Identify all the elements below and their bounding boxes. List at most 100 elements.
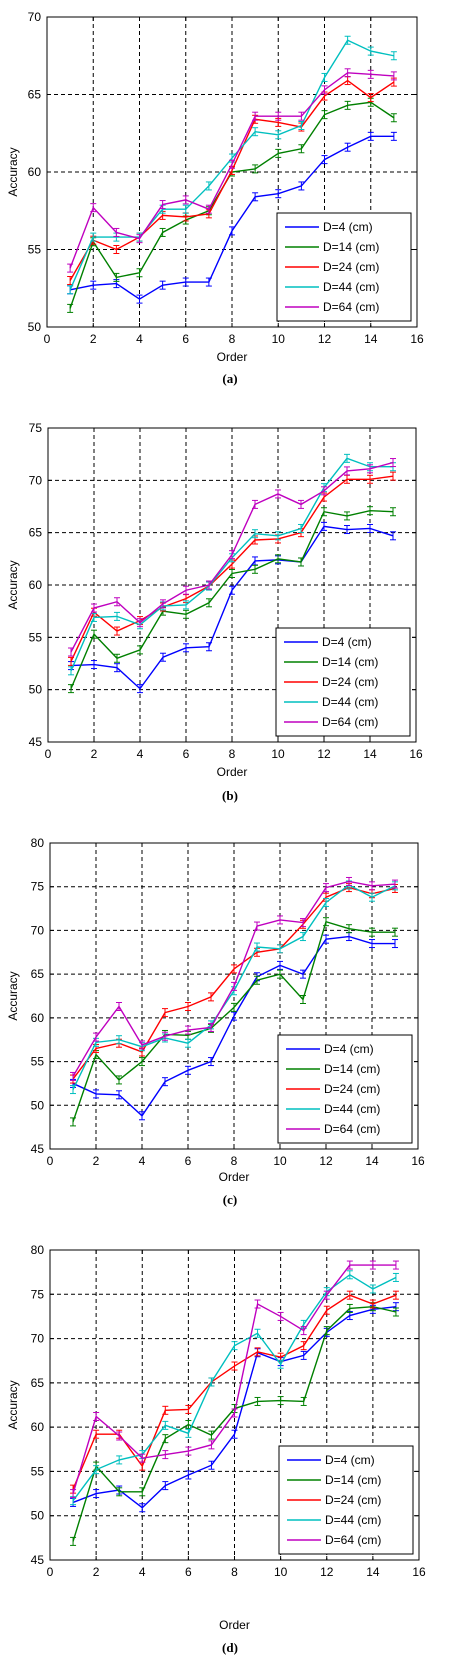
data-point bbox=[252, 164, 259, 174]
data-point bbox=[392, 1272, 399, 1282]
data-point bbox=[162, 1434, 169, 1444]
x-tick-label: 8 bbox=[231, 1154, 238, 1168]
data-point bbox=[185, 1470, 192, 1480]
data-point bbox=[208, 1430, 215, 1440]
data-point bbox=[206, 598, 212, 608]
y-tick-label: 45 bbox=[31, 1553, 45, 1567]
x-tick-label: 12 bbox=[320, 1565, 334, 1579]
data-point bbox=[116, 1431, 123, 1441]
data-point bbox=[254, 921, 260, 931]
chart-1: 0 2 4 6 8 10 12 14 16 45 50 55 60 65 70 75 Order Accuracy… bbox=[6, 421, 423, 803]
x-axis-label: Order bbox=[219, 1618, 250, 1632]
legend-entry: D=4 (cm) bbox=[324, 1042, 374, 1056]
data-point bbox=[300, 969, 306, 979]
data-point bbox=[93, 1489, 100, 1499]
x-tick-label: 0 bbox=[47, 1154, 54, 1168]
data-point bbox=[252, 111, 259, 121]
data-point bbox=[91, 612, 97, 622]
data-point bbox=[392, 927, 398, 937]
x-axis-label: Order bbox=[217, 350, 248, 364]
y-tick-label: 55 bbox=[28, 243, 42, 257]
legend-entry: D=64 (cm) bbox=[322, 715, 378, 729]
data-point bbox=[162, 1077, 168, 1087]
data-point bbox=[344, 525, 350, 535]
legend-entry: D=4 (cm) bbox=[325, 1453, 375, 1467]
chart-caption: (d) bbox=[222, 1640, 238, 1655]
chart-caption: (c) bbox=[223, 1192, 237, 1207]
data-point bbox=[70, 1489, 77, 1499]
data-point bbox=[369, 1260, 376, 1270]
data-point bbox=[93, 1465, 100, 1475]
x-tick-label: 2 bbox=[93, 1565, 100, 1579]
data-point bbox=[344, 511, 350, 521]
data-point bbox=[137, 618, 143, 628]
data-point bbox=[67, 285, 74, 295]
data-point bbox=[367, 69, 374, 79]
data-point bbox=[300, 1396, 307, 1406]
data-point bbox=[344, 100, 351, 110]
data-point bbox=[254, 1347, 261, 1357]
data-point bbox=[208, 992, 214, 1002]
y-tick-label: 50 bbox=[29, 683, 43, 697]
y-tick-label: 75 bbox=[29, 421, 43, 435]
data-point bbox=[229, 550, 235, 560]
data-point bbox=[231, 981, 237, 991]
data-point bbox=[113, 272, 120, 282]
legend-entry: D=24 (cm) bbox=[324, 1082, 380, 1096]
y-tick-label: 80 bbox=[31, 836, 45, 850]
data-point bbox=[367, 506, 373, 516]
data-point bbox=[277, 944, 283, 954]
data-point bbox=[277, 969, 283, 979]
data-point bbox=[346, 1290, 353, 1300]
data-point bbox=[390, 507, 396, 517]
data-point bbox=[392, 1260, 399, 1270]
y-tick-label: 55 bbox=[31, 1464, 45, 1478]
y-tick-label: 70 bbox=[29, 473, 43, 487]
data-point bbox=[70, 1085, 76, 1095]
x-tick-label: 14 bbox=[364, 332, 378, 346]
data-point bbox=[231, 1341, 238, 1351]
x-tick-label: 12 bbox=[318, 332, 332, 346]
data-point bbox=[367, 523, 373, 533]
data-point bbox=[390, 51, 397, 61]
data-point bbox=[231, 1361, 238, 1371]
data-point bbox=[367, 93, 374, 103]
data-point bbox=[252, 127, 259, 137]
data-point bbox=[90, 203, 97, 213]
data-point bbox=[344, 68, 351, 78]
x-tick-label: 10 bbox=[272, 332, 286, 346]
data-point bbox=[208, 1377, 215, 1387]
data-point bbox=[229, 568, 235, 578]
x-tick-label: 14 bbox=[366, 1565, 380, 1579]
data-point bbox=[229, 159, 235, 169]
chart-caption: (a) bbox=[222, 371, 237, 386]
data-point bbox=[298, 523, 304, 533]
x-tick-label: 16 bbox=[411, 1154, 425, 1168]
data-point bbox=[275, 189, 282, 199]
data-point bbox=[390, 71, 397, 81]
data-point bbox=[91, 629, 97, 639]
data-point bbox=[185, 1025, 191, 1035]
data-point bbox=[300, 918, 306, 928]
x-tick-label: 0 bbox=[44, 332, 51, 346]
data-point bbox=[252, 499, 258, 509]
x-axis-label: Order bbox=[217, 765, 248, 779]
data-point bbox=[277, 1311, 284, 1321]
data-point bbox=[323, 1290, 330, 1300]
data-point bbox=[159, 280, 166, 290]
y-axis-label: Accuracy bbox=[6, 147, 20, 196]
legend-entry: D=4 (cm) bbox=[323, 220, 373, 234]
data-point bbox=[208, 1440, 215, 1450]
data-point bbox=[300, 994, 306, 1004]
data-point bbox=[369, 939, 375, 949]
data-point bbox=[185, 1446, 192, 1456]
legend-entry: D=14 (cm) bbox=[323, 240, 379, 254]
data-point bbox=[113, 245, 120, 254]
x-tick-label: 16 bbox=[412, 1565, 426, 1579]
data-point bbox=[277, 960, 283, 970]
data-point bbox=[300, 1341, 307, 1351]
data-point bbox=[185, 1428, 192, 1438]
data-point bbox=[300, 1326, 307, 1336]
data-point bbox=[116, 1001, 122, 1011]
data-point bbox=[367, 464, 373, 474]
